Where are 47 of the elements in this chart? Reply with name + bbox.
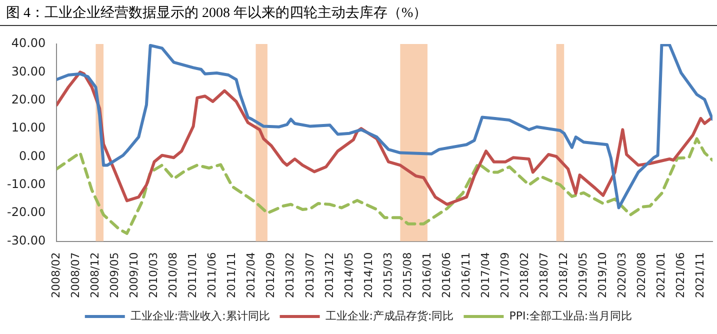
y-tick-label: -10.00	[6, 177, 46, 192]
x-tick-label: 2017/09	[498, 252, 512, 298]
x-tick-label: 2018/02	[518, 252, 531, 298]
line-series	[56, 137, 712, 235]
x-tick-label: 2018/07	[537, 252, 550, 298]
x-tick-label: 2013/02	[284, 252, 297, 298]
x-tick-label: 2021/06	[674, 252, 688, 298]
x-tick-label: 2009/10	[128, 252, 141, 298]
chart-title: 图 4：工业企业经营数据显示的 2008 年以来的四轮主动去库存（%）	[0, 0, 717, 26]
x-tick-label: 2017/04	[478, 252, 492, 298]
x-tick-label: 2010/03	[147, 252, 160, 298]
x-tick-label: 2014/10	[362, 252, 375, 298]
x-tick-label: 2008/02	[50, 252, 63, 298]
x-tick-label: 2012/09	[264, 252, 278, 298]
x-tick-label: 2021/11	[694, 252, 707, 298]
legend-label: 工业企业:营业收入:累计同比	[130, 309, 270, 322]
x-tick-label: 2019/10	[596, 252, 610, 298]
x-tick-label: 2008/07	[69, 252, 82, 298]
x-tick-label: 2010/08	[166, 252, 180, 298]
x-tick-label: 2009/05	[108, 252, 122, 298]
x-tick-label: 2016/06	[440, 252, 453, 298]
x-tick-label: 2011/01	[186, 252, 200, 298]
x-tick-label: 2020/03	[616, 252, 629, 298]
legend-label: 工业企业:产成品存货:同比	[325, 309, 454, 322]
y-tick-label: 20.00	[11, 92, 46, 106]
x-tick-label: 2011/06	[206, 252, 219, 298]
legend-label: PPI:全部工业品:当月同比	[509, 309, 632, 322]
x-tick-label: 2021/01	[654, 252, 668, 298]
y-tick-label: 40.00	[11, 36, 46, 50]
y-tick-label: 30.00	[11, 64, 46, 78]
x-tick-label: 2019/05	[576, 252, 590, 298]
x-tick-label: 2008/12	[88, 252, 102, 298]
x-tick-label: 2014/05	[342, 252, 356, 298]
x-tick-label: 2016/01	[420, 252, 434, 298]
x-tick-label: 2012/04	[244, 252, 258, 298]
x-tick-label: 2015/08	[400, 252, 414, 298]
x-tick-label: 2018/12	[556, 252, 570, 298]
x-tick-label: 2013/12	[322, 252, 336, 298]
y-tick-label: 10.00	[11, 120, 46, 135]
x-tick-label: 2016/11	[459, 252, 472, 298]
x-tick-label: 2011/11	[225, 252, 238, 298]
y-tick-label: -30.00	[6, 233, 46, 248]
y-tick-label: 0.00	[18, 148, 46, 163]
x-tick-label: 2013/07	[303, 252, 316, 298]
x-tick-label: 2020/08	[635, 252, 648, 298]
y-tick-label: -20.00	[6, 205, 46, 220]
x-tick-label: 2015/03	[381, 252, 394, 298]
